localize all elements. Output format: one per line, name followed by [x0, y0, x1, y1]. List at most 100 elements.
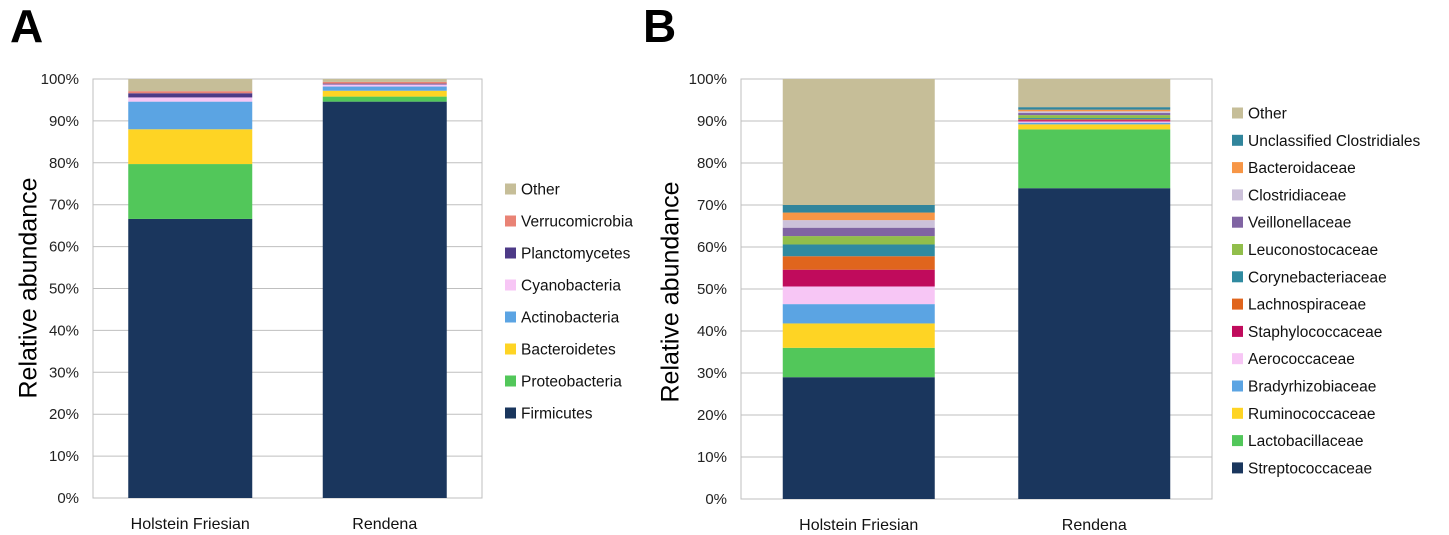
x-tick-label: Holstein Friesian	[131, 516, 250, 533]
bar-segment-bradyrhizobiaceae	[782, 304, 935, 324]
bar-segment-streptococcaceae	[782, 377, 935, 499]
legend-label: Staphylococcaceae	[1248, 324, 1382, 341]
bar-segment-planctomycetes	[322, 83, 447, 85]
bar-segment-bacteroidetes	[128, 129, 253, 165]
y-tick-label: 60%	[49, 239, 79, 256]
bar-segment-staphylococcaceae	[782, 269, 935, 287]
legend-label: Other	[1248, 106, 1287, 123]
y-tick-label: 100%	[689, 71, 727, 88]
panel-label: A	[10, 0, 43, 52]
bar-segment-actinobacteria	[128, 101, 253, 130]
bar-segment-staphylococcaceae	[1018, 120, 1171, 122]
bar-segment-actinobacteria	[322, 86, 447, 91]
legend-swatch	[505, 183, 516, 195]
bar-segment-cyanobacteria	[128, 97, 253, 102]
legend-swatch	[1232, 271, 1243, 283]
bar-segment-unclassified-clostridiales	[1018, 107, 1171, 110]
legend-label: Leuconostocaceae	[1248, 242, 1378, 259]
y-tick-label: 0%	[705, 491, 727, 508]
legend-label: Planctomycetes	[521, 246, 631, 263]
y-tick-label: 40%	[49, 322, 79, 339]
y-tick-label: 80%	[49, 155, 79, 172]
bar-segment-proteobacteria	[322, 96, 447, 102]
legend-label: Proteobacteria	[521, 374, 622, 391]
legend-label: Lactobacillaceae	[1248, 433, 1363, 450]
bar-segment-clostridiaceae	[1018, 111, 1171, 114]
legend-label: Actinobacteria	[521, 310, 620, 327]
y-tick-label: 20%	[697, 407, 727, 424]
bar-segment-lactobacillaceae	[1018, 129, 1171, 189]
bar-segment-bradyrhizobiaceae	[1018, 122, 1171, 125]
legend-swatch	[505, 375, 516, 387]
y-axis-title: Relative abundance	[15, 178, 43, 399]
legend-label: Cyanobacteria	[521, 278, 621, 295]
bar-segment-streptococcaceae	[1018, 188, 1171, 499]
bar-segment-ruminococcaceae	[1018, 124, 1171, 130]
bar-segment-clostridiaceae	[782, 220, 935, 228]
legend-label: Bradyrhizobiaceae	[1248, 379, 1376, 396]
legend-swatch	[1232, 407, 1243, 419]
bar-segment-firmicutes	[128, 218, 253, 499]
bar-segment-other	[322, 79, 447, 82]
y-tick-label: 30%	[697, 365, 727, 382]
y-axis-title: Relative abundance	[657, 182, 685, 403]
bar-segment-ruminococcaceae	[782, 323, 935, 348]
legend-swatch	[1232, 134, 1243, 146]
legend-label: Other	[521, 182, 560, 199]
bar-segment-planctomycetes	[128, 93, 253, 98]
bar-segment-other	[128, 79, 253, 92]
y-tick-label: 80%	[697, 155, 727, 172]
legend-swatch	[505, 407, 516, 419]
bar-segment-unclassified-clostridiales	[782, 205, 935, 213]
y-tick-label: 30%	[49, 364, 79, 381]
legend-label: Streptococcaceae	[1248, 460, 1372, 477]
bar-segment-lachnospiraceae	[782, 256, 935, 270]
bar-segment-bacteroidaceae	[782, 212, 935, 221]
legend-label: Verrucomicrobia	[521, 214, 633, 231]
bar-segment-lachnospiraceae	[1018, 119, 1171, 121]
legend-swatch	[1232, 189, 1243, 201]
bar-segment-aerococcaceae	[782, 286, 935, 305]
legend-swatch	[1232, 353, 1243, 365]
legend-label: Clostridiaceae	[1248, 187, 1346, 204]
y-tick-label: 70%	[49, 197, 79, 214]
y-tick-label: 50%	[697, 281, 727, 298]
bar-segment-verrucomicrobia	[322, 81, 447, 84]
legend-swatch	[1232, 244, 1243, 255]
legend-swatch	[505, 215, 516, 227]
bar-segment-other	[1018, 79, 1171, 108]
y-tick-label: 10%	[49, 448, 79, 465]
bar-segment-bacteroidaceae	[1018, 109, 1171, 112]
bar-segment-bacteroidetes	[322, 90, 447, 97]
y-tick-label: 50%	[49, 281, 79, 298]
y-tick-label: 70%	[697, 197, 727, 214]
legend-label: Ruminococcaceae	[1248, 406, 1376, 423]
bar-segment-proteobacteria	[128, 164, 253, 219]
bar-segment-corynebacteriaceae	[782, 244, 935, 257]
legend-swatch	[1232, 298, 1243, 310]
bar-segment-aerococcaceae	[1018, 121, 1171, 123]
legend-swatch	[505, 247, 516, 259]
legend-swatch	[1232, 107, 1243, 119]
bar-segment-veillonellaceae	[782, 227, 935, 237]
y-tick-label: 90%	[697, 113, 727, 130]
legend-label: Bacteroidetes	[521, 342, 616, 359]
x-tick-label: Rendena	[1062, 517, 1127, 534]
legend-swatch	[1232, 216, 1243, 228]
x-tick-label: Rendena	[352, 516, 417, 533]
y-tick-label: 10%	[697, 449, 727, 466]
bar-segment-leuconostocaceae	[1018, 115, 1171, 119]
legend-label: Lachnospiraceae	[1248, 297, 1366, 314]
bar-segment-firmicutes	[322, 101, 447, 498]
legend-swatch	[1232, 462, 1243, 474]
y-tick-label: 90%	[49, 113, 79, 130]
y-tick-label: 0%	[57, 490, 79, 507]
legend-label: Corynebacteriaceae	[1248, 269, 1387, 286]
legend-label: Unclassified Clostridiales	[1248, 133, 1421, 150]
y-tick-label: 100%	[41, 71, 79, 88]
y-tick-label: 60%	[697, 239, 727, 256]
legend-swatch	[1232, 325, 1243, 337]
legend-swatch	[1232, 380, 1243, 392]
legend-label: Bacteroidaceae	[1248, 160, 1356, 177]
